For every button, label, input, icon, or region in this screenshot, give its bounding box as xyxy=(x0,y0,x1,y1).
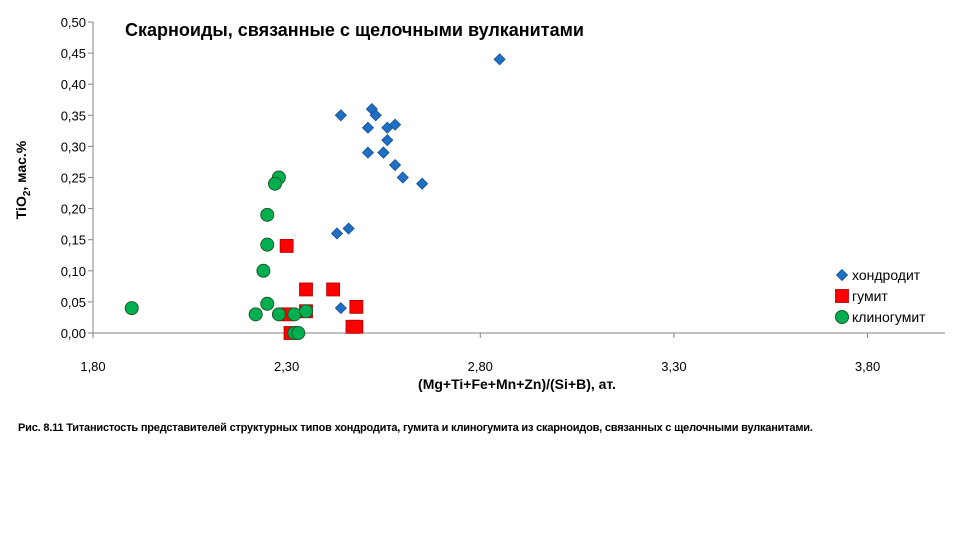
svg-text:TiO2, мас.%: TiO2, мас.% xyxy=(13,140,33,219)
point-square xyxy=(349,319,364,334)
legend-marker-square xyxy=(835,289,849,303)
x-tick-label: 2,30 xyxy=(274,359,299,374)
y-tick-label: 0,15 xyxy=(61,233,86,248)
point-diamond xyxy=(334,109,347,122)
point-circle xyxy=(299,304,313,319)
y-ticks: 0,00 0,05 0,10 0,15 0,20 0,25 0,30 0,35 0,40 0,45… xyxy=(61,15,93,341)
x-tick-label: 3,80 xyxy=(855,359,880,374)
point-circle xyxy=(248,307,263,322)
point-diamond xyxy=(389,158,402,172)
y-tick-label: 0,00 xyxy=(61,326,86,341)
point-circle xyxy=(291,326,306,340)
x-tick-label: 1,80 xyxy=(80,359,105,374)
point-diamond xyxy=(369,109,382,122)
figure-caption: Рис. 8.11 Титанистость представителей ст… xyxy=(18,422,813,434)
legend-marker-circle xyxy=(835,310,849,324)
legend-marker-diamond xyxy=(835,268,849,282)
point-circle xyxy=(260,237,275,252)
point-square xyxy=(326,282,341,297)
x-tick-label: 2,80 xyxy=(468,359,493,374)
y-tick-label: 0,30 xyxy=(61,139,86,154)
point-circle xyxy=(271,307,286,322)
y-axis-title-subscript: 2 xyxy=(22,190,33,196)
chart-title: Скарноиды, связанные с щелочными вулкани… xyxy=(125,20,584,40)
point-square xyxy=(279,239,294,253)
point-diamond xyxy=(396,171,409,184)
legend-item-2: клиногумит xyxy=(835,309,926,325)
legend-marker-circle xyxy=(835,310,849,324)
point-diamond xyxy=(342,222,355,235)
legend-label-1: гумит xyxy=(852,288,888,304)
y-tick-label: 0,10 xyxy=(61,264,86,279)
y-axis-title-units: , мас.% xyxy=(13,140,29,190)
legend: хондродит гумит клиногумит xyxy=(835,267,926,325)
y-tick-label: 0,40 xyxy=(61,77,86,92)
point-diamond xyxy=(334,302,347,315)
y-axis-title: TiO2, мас.% xyxy=(13,140,33,219)
point-diamond xyxy=(361,146,375,159)
legend-label-0: хондродит xyxy=(852,267,921,283)
point-diamond xyxy=(377,146,390,159)
data-points xyxy=(124,53,506,340)
point-square xyxy=(349,299,364,314)
point-diamond xyxy=(493,53,506,66)
point-circle xyxy=(268,176,283,191)
point-diamond xyxy=(381,134,394,147)
point-circle xyxy=(260,296,275,311)
legend-item-1: гумит xyxy=(835,288,888,304)
x-tick-label: 3,30 xyxy=(661,359,686,374)
legend-label-2: клиногумит xyxy=(852,309,926,325)
y-tick-label: 0,25 xyxy=(61,171,86,186)
point-circle xyxy=(124,301,139,316)
point-diamond xyxy=(330,227,344,240)
point-circle xyxy=(287,307,302,322)
x-ticks: 1,80 2,30 2,80 3,30 3,80 xyxy=(80,333,880,374)
legend-item-0: хондродит xyxy=(835,267,921,283)
point-diamond xyxy=(389,118,402,131)
axes xyxy=(92,22,945,334)
point-circle xyxy=(256,263,271,278)
point-square xyxy=(299,282,313,297)
point-circle xyxy=(260,207,275,222)
legend-marker-square xyxy=(835,289,849,303)
y-tick-label: 0,35 xyxy=(61,108,86,123)
x-axis-title: (Mg+Ti+Fe+Mn+Zn)/(Si+B), ат. xyxy=(418,376,616,392)
y-tick-label: 0,50 xyxy=(61,15,86,30)
y-tick-label: 0,20 xyxy=(61,202,86,217)
y-tick-label: 0,05 xyxy=(61,295,86,310)
point-diamond xyxy=(361,121,375,134)
y-axis-title-main: TiO xyxy=(13,196,29,219)
y-tick-label: 0,45 xyxy=(61,46,86,61)
scatter-chart: Скарноиды, связанные с щелочными вулкани… xyxy=(13,15,945,392)
legend-marker-diamond xyxy=(835,268,849,282)
point-diamond xyxy=(416,177,429,190)
